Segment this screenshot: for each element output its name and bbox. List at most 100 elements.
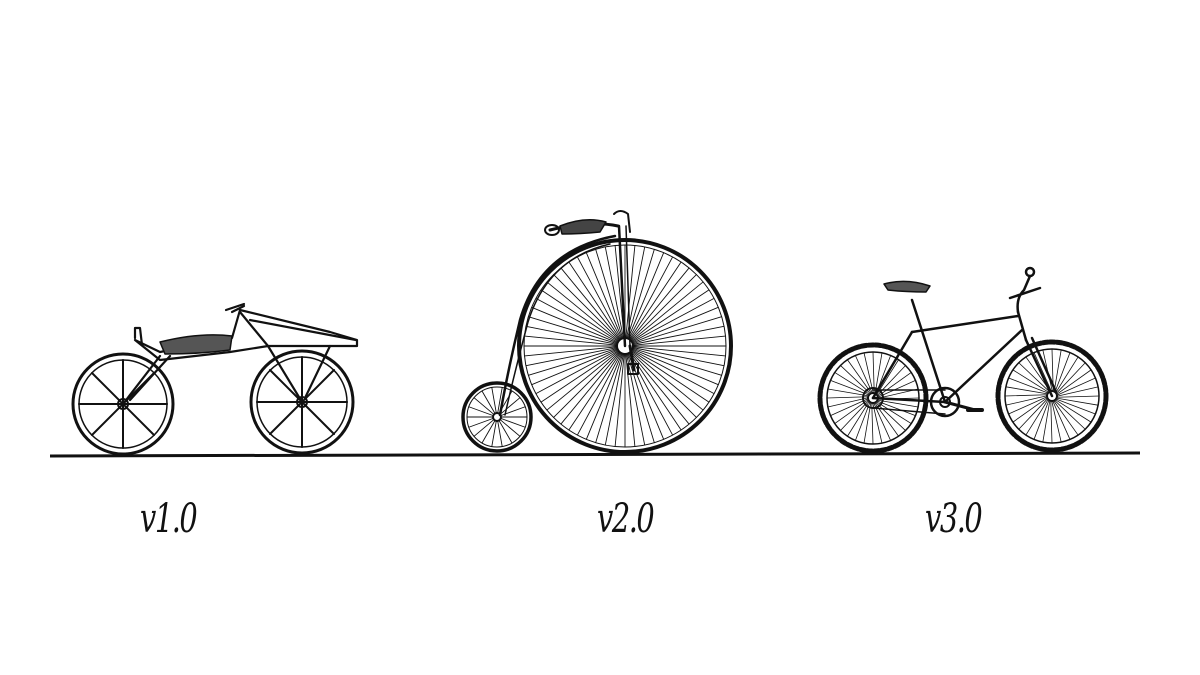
wheel-spoke	[468, 406, 494, 417]
wheel-spoke	[1018, 362, 1050, 393]
wheel-spoke	[1054, 399, 1086, 430]
wheel-spoke	[1054, 352, 1071, 393]
wheel-spoke	[1055, 356, 1079, 394]
wheel-spoke	[546, 350, 620, 411]
wheel-spoke	[1004, 394, 1048, 397]
wheel-spoke	[604, 246, 624, 339]
wheel-spoke	[1056, 377, 1096, 396]
wheel-spoke	[553, 351, 620, 418]
wheel-spoke	[834, 399, 869, 424]
wheel-spoke	[847, 400, 870, 437]
wheel-spoke	[631, 349, 710, 403]
wheel-spoke	[1052, 400, 1071, 440]
wheel-spoke	[630, 350, 704, 411]
wheel-spoke	[629, 351, 690, 425]
wheel-spoke	[585, 252, 623, 340]
wheel-spoke	[628, 261, 682, 340]
wheel-spoke	[827, 388, 869, 397]
penny-farthing-saddle	[559, 219, 607, 235]
wheel-spoke	[499, 419, 521, 437]
wheel-spoke	[531, 348, 619, 386]
wheel-spoke	[631, 289, 710, 343]
mountain-bike-frame	[871, 266, 1058, 404]
wheel-spoke	[631, 348, 719, 386]
wheel-spoke	[1055, 362, 1086, 394]
wheel-spoke	[527, 316, 618, 345]
wheel-spoke	[876, 400, 916, 417]
wheel-spoke	[626, 248, 655, 339]
draisine-bicycle	[71, 302, 359, 456]
wheel-spoke	[875, 401, 912, 424]
wheel-spoke	[877, 399, 919, 408]
mountain-bike-front-wheel	[995, 339, 1109, 453]
wheel-spoke	[1033, 352, 1052, 392]
wheel-spoke	[1056, 395, 1100, 398]
wheel-spoke	[1018, 398, 1049, 430]
penny-farthing-small-wheel	[461, 381, 533, 453]
wheel-spoke	[1033, 399, 1050, 440]
mountain-bike-rear-wheel	[817, 342, 929, 454]
wheel-spoke	[540, 289, 619, 343]
wheel-spoke	[874, 352, 883, 394]
wheel-spoke	[840, 365, 871, 395]
wheel-spoke	[568, 261, 622, 340]
wheel-spoke	[626, 353, 646, 446]
wheel-spoke	[497, 387, 503, 414]
wheel-spoke	[632, 316, 723, 345]
wheel-spoke	[875, 401, 906, 431]
version-label-v1: v1.0	[140, 496, 198, 542]
wheel-spoke	[481, 420, 496, 444]
penny-farthing-bicycle	[461, 210, 733, 454]
wheel-spoke	[535, 349, 619, 395]
wheel-spoke	[595, 353, 624, 444]
draisine-saddle	[159, 334, 233, 355]
wheel-spoke	[1054, 399, 1092, 423]
wheel-spoke	[628, 352, 674, 436]
wheel-spoke	[1008, 396, 1048, 415]
wheel-spoke	[527, 347, 618, 376]
wheel-spoke	[525, 347, 618, 367]
wheel-spoke	[854, 401, 871, 441]
wheel-spoke	[524, 335, 618, 346]
wheel-spoke	[473, 419, 495, 437]
wheel-spoke	[1055, 398, 1096, 415]
wheel-spoke	[872, 402, 883, 444]
wheel-spoke	[500, 417, 526, 428]
wheel-spoke	[576, 352, 622, 436]
wheel-spoke	[834, 372, 871, 395]
mountain-bicycle	[817, 266, 1109, 454]
wheel-spoke	[631, 297, 715, 343]
wheel-spoke	[630, 281, 704, 342]
wheel-spoke	[871, 402, 874, 445]
wheel-spoke	[1025, 398, 1049, 436]
wheel-spoke	[1051, 400, 1062, 443]
wheel-spoke	[830, 379, 870, 396]
mountain-bike-chainring	[929, 386, 961, 418]
wheel-spoke	[595, 248, 624, 339]
version-label-v3: v3.0	[925, 496, 983, 542]
wheel-spoke	[877, 379, 916, 398]
wheel-spoke	[863, 402, 872, 444]
wheel-spoke	[560, 351, 621, 425]
wheel-spoke	[498, 420, 513, 444]
wheel-spoke	[625, 245, 636, 339]
wheel-spoke	[632, 325, 725, 345]
wheel-spoke	[560, 267, 621, 341]
wheel-spoke	[1005, 395, 1048, 406]
wheel-spoke	[614, 353, 625, 447]
wheel-spoke	[854, 355, 873, 394]
wheel-spoke	[491, 420, 497, 447]
wheel-spoke	[531, 306, 619, 344]
wheel-spoke	[872, 351, 875, 394]
wheel-spoke	[1056, 369, 1092, 395]
wheel-spoke	[524, 346, 618, 357]
wheel-spoke	[876, 359, 899, 396]
wheel-spoke	[632, 335, 726, 346]
wheel-spoke	[604, 353, 624, 446]
wheel-spoke	[629, 267, 690, 341]
wheel-spoke	[632, 347, 723, 376]
wheel-spoke	[491, 387, 497, 414]
wheel-spoke	[473, 397, 495, 415]
wheel-spoke	[826, 396, 869, 399]
